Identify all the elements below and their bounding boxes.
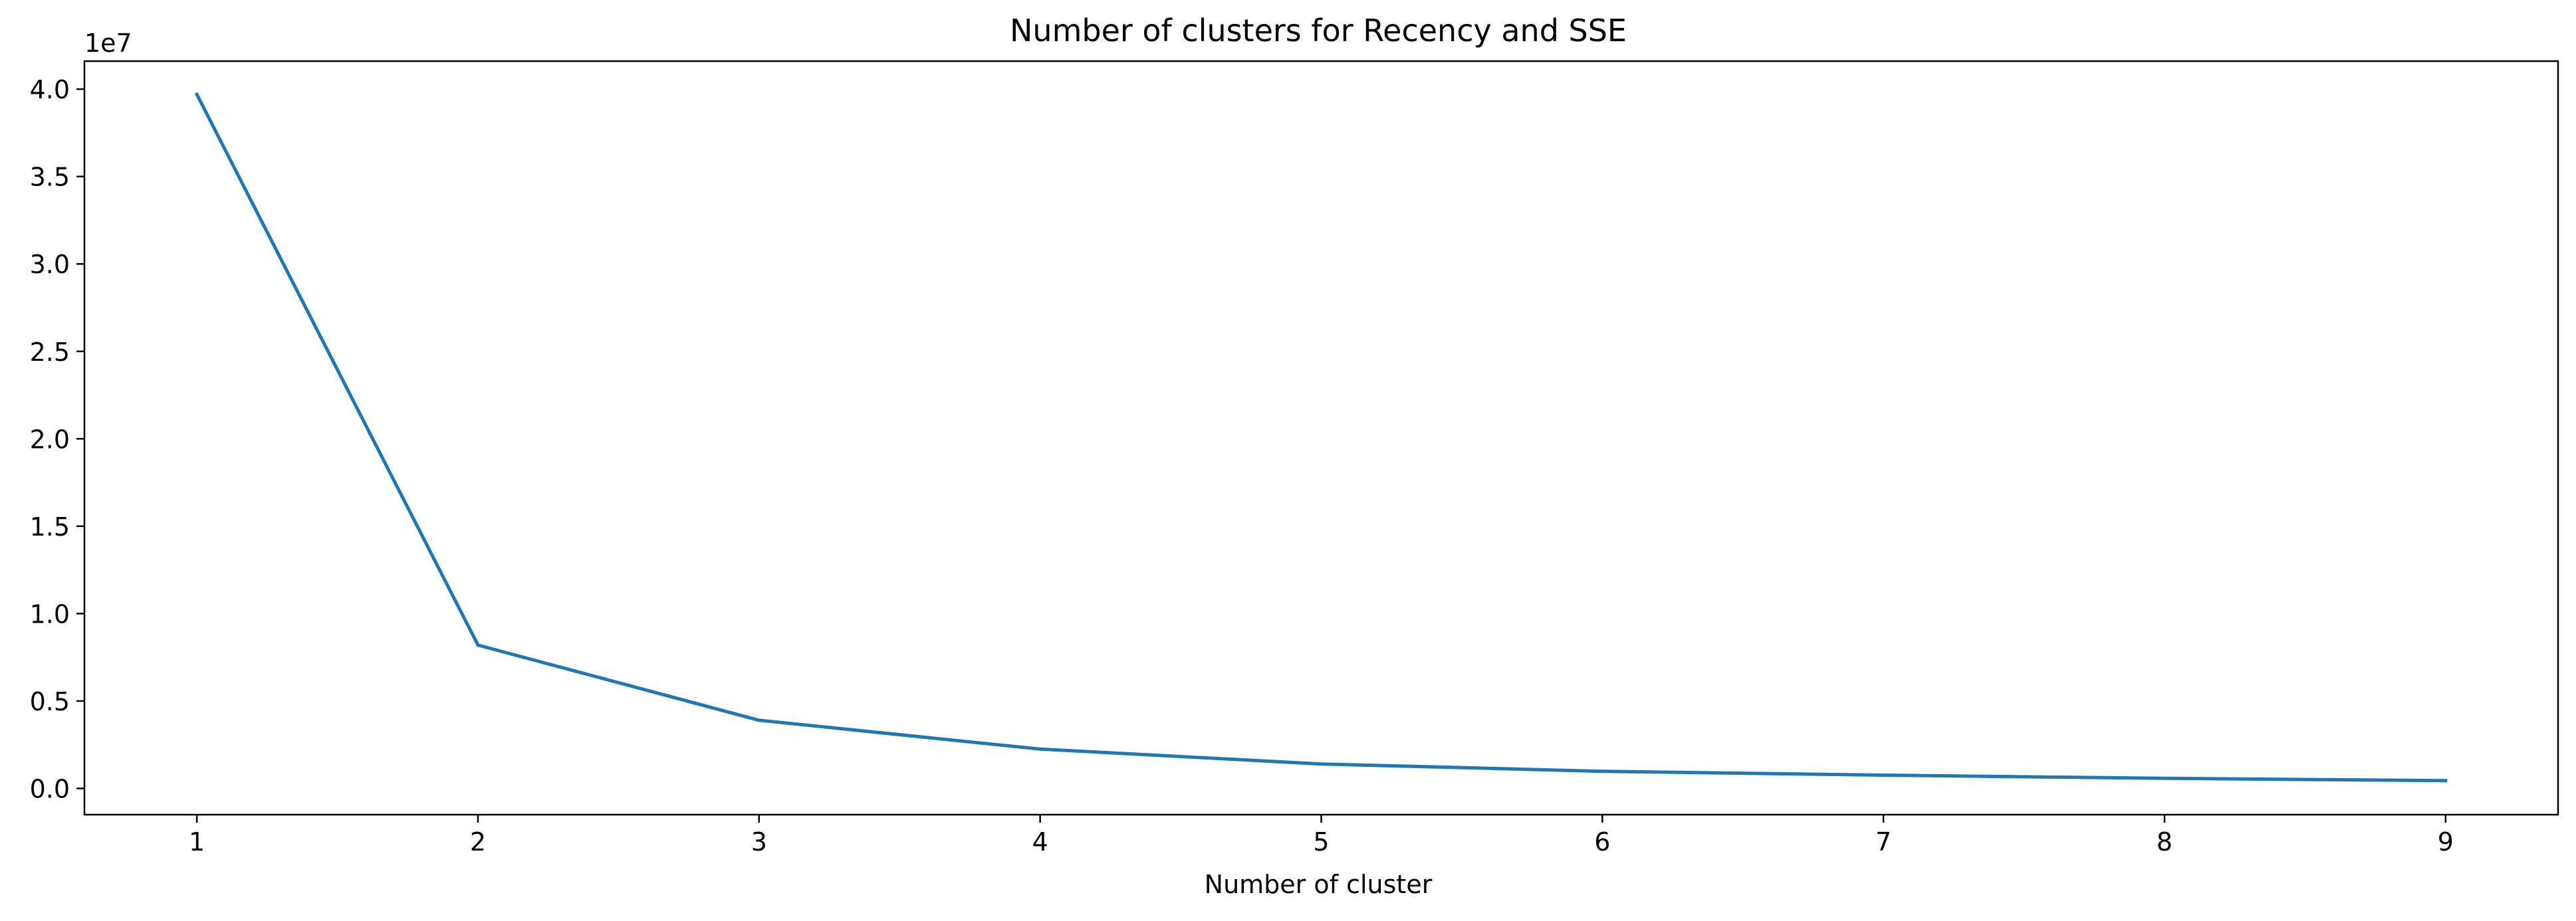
x-tick-label: 8 [2157, 827, 2172, 857]
y-tick-label: 2.0 [30, 425, 70, 454]
x-tick-label: 1 [189, 827, 205, 857]
y-tick-label: 4.0 [30, 75, 70, 104]
y-tick-label: 1.5 [30, 512, 70, 542]
x-tick-label: 2 [470, 827, 486, 857]
x-tick-label: 3 [751, 827, 767, 857]
x-tick-label: 5 [1313, 827, 1329, 857]
x-tick-label: 9 [2438, 827, 2454, 857]
y-tick-label: 3.5 [30, 163, 70, 192]
y-axis-ticks: 0.0 0.5 1.0 1.5 2.0 2.5 3.0 3.5 4.0 [30, 75, 84, 804]
y-tick-label: 0.5 [30, 687, 70, 716]
y-tick-label: 3.0 [30, 250, 70, 279]
x-tick-label: 4 [1032, 827, 1048, 857]
chart-title: Number of clusters for Recency and SSE [1010, 13, 1627, 49]
series-layer [194, 92, 2448, 783]
plot-area-frame [83, 60, 2559, 816]
x-tick-label: 7 [1875, 827, 1891, 857]
x-tick-label: 6 [1594, 827, 1610, 857]
x-axis-ticks: 1 2 3 4 5 6 7 8 9 [189, 815, 2454, 857]
series-line [194, 92, 2448, 783]
y-axis-offset-label: 1e7 [84, 29, 132, 58]
y-tick-label: 0.0 [30, 775, 70, 804]
y-tick-label: 2.5 [30, 338, 70, 367]
y-tick-label: 1.0 [30, 599, 70, 629]
x-axis-label: Number of cluster [1205, 870, 1433, 899]
